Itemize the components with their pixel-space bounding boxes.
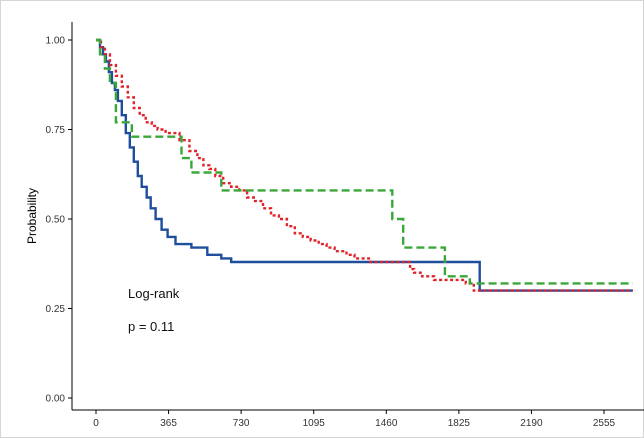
km-curve-solid-blue (96, 38, 633, 292)
y-axis-title: Probability (25, 188, 39, 244)
p-value-label: p = 0.11 (128, 319, 174, 334)
y-tick-label: 0.25 (46, 304, 66, 315)
x-axis-ticks: 0 365 730 1095 1460 1825 2190 2555 (93, 410, 616, 429)
km-curve-dotted-red (96, 38, 633, 292)
y-axis-ticks: 0.00 0.25 0.50 0.75 1.00 (46, 36, 72, 405)
x-tick-label: 1460 (375, 418, 398, 429)
km-curves (96, 38, 633, 292)
x-tick-label: 1825 (448, 418, 471, 429)
y-tick-label: 0.75 (46, 125, 66, 136)
y-tick-label: 0.00 (46, 394, 66, 405)
y-tick-label: 1.00 (46, 36, 66, 47)
x-tick-label: 365 (160, 418, 177, 429)
x-tick-label: 2555 (593, 418, 616, 429)
y-tick-label: 0.50 (46, 215, 66, 226)
x-tick-label: 1095 (303, 418, 326, 429)
x-tick-label: 730 (233, 418, 250, 429)
km-curve-dashed-green (96, 38, 633, 285)
x-tick-label: 0 (93, 418, 99, 429)
x-tick-label: 2190 (520, 418, 543, 429)
log-rank-label: Log-rank (128, 286, 180, 301)
